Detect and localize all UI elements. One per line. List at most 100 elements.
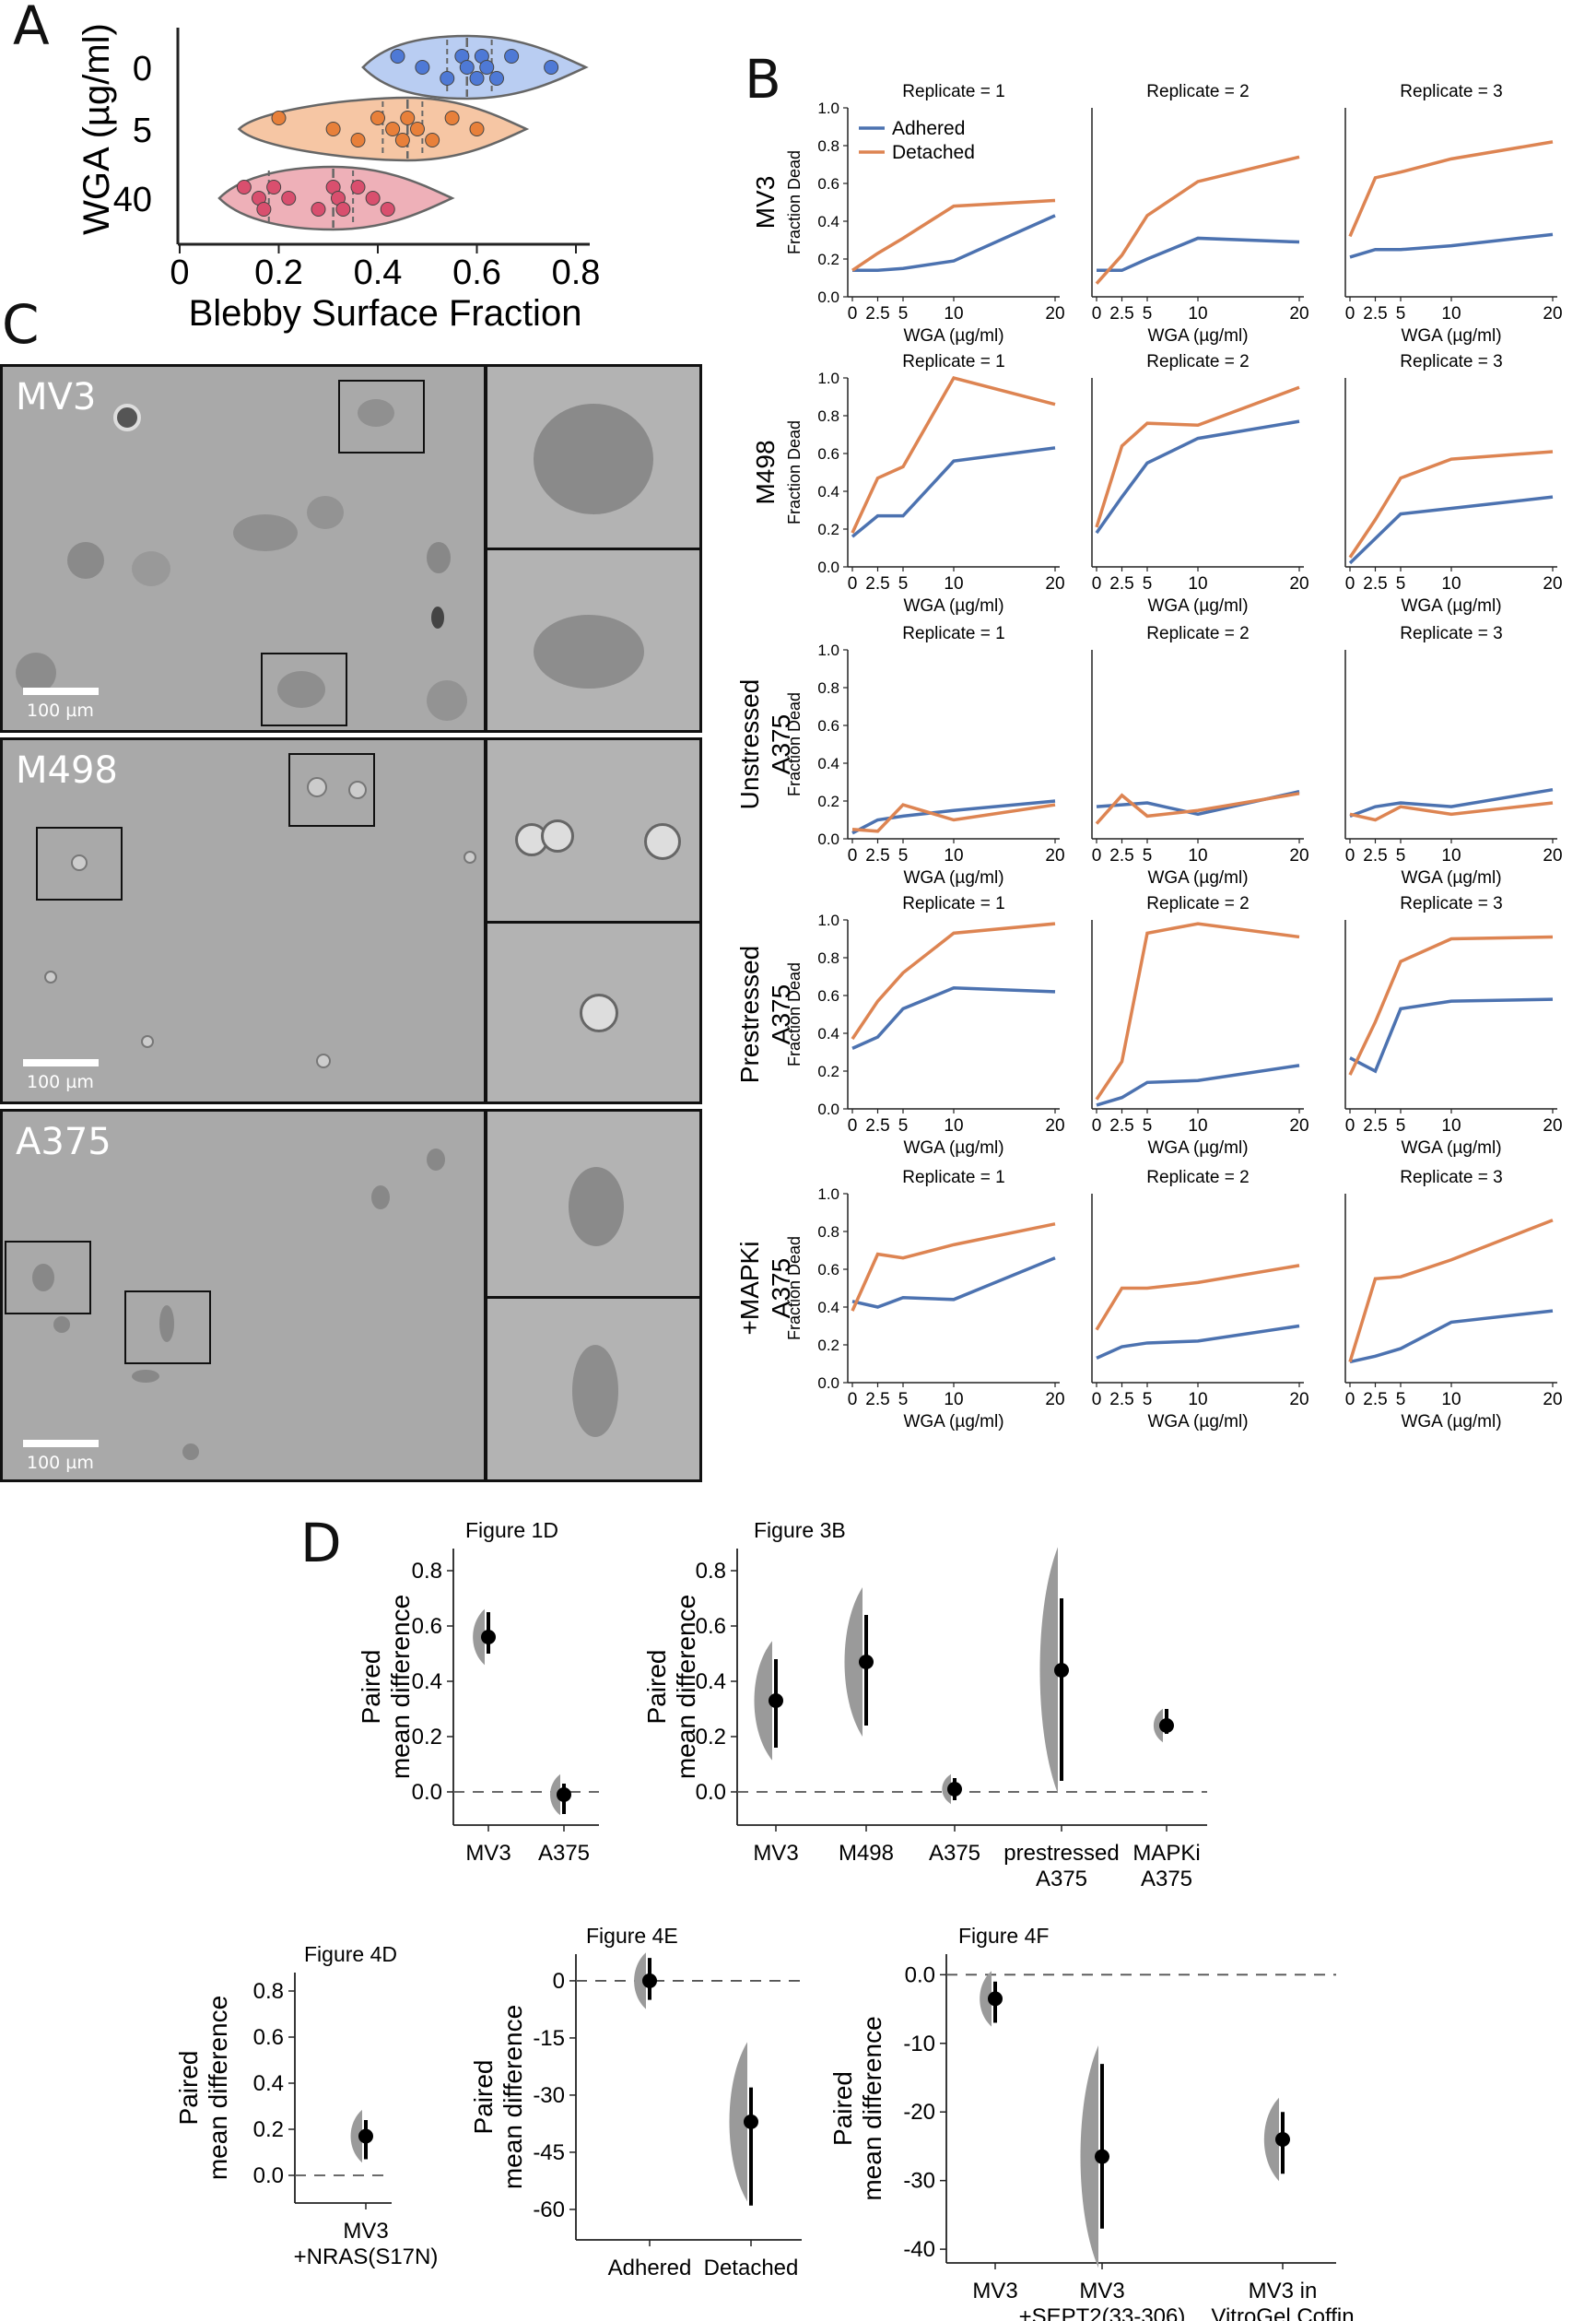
series-line-adhered — [1349, 997, 1554, 1074]
x-tick-label: 5 — [1396, 574, 1406, 594]
x-tick-label: 10 — [944, 304, 963, 324]
x-tick-label: 10 — [1188, 304, 1207, 324]
roi-box — [5, 1241, 91, 1314]
row-label: +MAPKi A375 — [735, 1242, 795, 1336]
y-tick-label: 0.0 — [905, 1962, 935, 1987]
x-tick-label: 0 — [848, 574, 858, 594]
x-tick-label: 2.5 — [1363, 846, 1387, 866]
bootstrap-distribution — [350, 2109, 362, 2163]
x-tick-label: 2.5 — [1363, 574, 1387, 594]
y-tick-label: 0.6 — [253, 2025, 284, 2050]
y-tick-label: 0.2 — [817, 251, 839, 268]
bootstrap-distribution — [634, 1952, 646, 2009]
panel-b-line-charts: MV3 Replicate = 1 0.0 0.2 0.4 0.6 0.8 1.0 Fracti… — [735, 82, 1563, 1431]
row-label-line: MV3 — [751, 176, 780, 230]
data-point — [380, 202, 395, 217]
data-point — [390, 49, 405, 64]
violin — [361, 34, 589, 100]
x-tick-label: 0 — [848, 846, 858, 866]
y-tick-label: 0.2 — [817, 521, 839, 538]
x-tick-label: 10 — [1188, 846, 1207, 866]
x-axis-label: WGA (µg/ml) — [1401, 596, 1501, 616]
x-tick-label: 5 — [1396, 1390, 1406, 1409]
mean-point — [642, 1973, 657, 1988]
y-tick-label: -20 — [903, 2100, 935, 2125]
x-tick-label: +SEPT2(33-306) — [1019, 2304, 1186, 2321]
x-tick-label: VitroGel Coffin — [1211, 2304, 1354, 2321]
micrograph-mv3: MV3 100 µm — [0, 364, 487, 733]
mean-point — [358, 2128, 373, 2144]
mean-point — [859, 1655, 874, 1669]
bootstrap-distribution — [729, 2042, 747, 2202]
x-tick-label: 0 — [848, 1390, 858, 1409]
x-tick-label: 10 — [1188, 1390, 1207, 1409]
y-tick-label: 0.2 — [817, 1063, 839, 1080]
subplot-title: Replicate = 1 — [902, 82, 1004, 101]
series-line-detached — [1349, 801, 1554, 822]
series-line-adhered — [851, 986, 1056, 1050]
x-tick-label: MV3 — [465, 1841, 510, 1866]
y-tick-label: 40 — [113, 181, 152, 219]
scale-bar — [23, 1059, 99, 1066]
bootstrap-distribution — [549, 1773, 560, 1816]
plot-title: Figure 1D — [465, 1518, 558, 1542]
y-axis-label: Fraction Dead — [785, 420, 804, 524]
y-tick-label: 0.0 — [817, 831, 839, 848]
data-point — [385, 122, 401, 136]
y-tick-label: 0.0 — [253, 2163, 284, 2188]
data-point — [370, 111, 385, 125]
y-tick-label: 0.8 — [817, 679, 839, 697]
bootstrap-distribution — [942, 1773, 951, 1805]
y-axis-label-line: Paired — [828, 2071, 857, 2146]
micrograph-label: M498 — [16, 749, 118, 792]
subplot-title: Replicate = 2 — [1146, 352, 1249, 371]
cell — [580, 994, 618, 1032]
x-tick-label: 0.6 — [452, 253, 501, 292]
data-point — [544, 60, 559, 75]
cell — [16, 653, 56, 693]
y-tick-label: 1.0 — [817, 100, 839, 117]
x-axis-label: WGA (µg/ml) — [903, 596, 1003, 616]
cell — [464, 851, 476, 864]
mean-point — [1054, 1663, 1069, 1678]
data-point — [394, 133, 410, 147]
series-line-adhered — [851, 1256, 1056, 1309]
x-axis-label: WGA (µg/ml) — [1147, 1412, 1248, 1431]
cell — [316, 1054, 331, 1068]
x-tick-label: 5 — [1396, 846, 1406, 866]
y-tick-label: 0.4 — [817, 755, 839, 772]
cell — [307, 496, 344, 529]
x-tick-label: 5 — [1396, 1116, 1406, 1136]
x-tick-label: 5 — [1396, 304, 1406, 324]
x-tick-label: 10 — [1188, 574, 1207, 594]
mean-point — [988, 1991, 1003, 2007]
subplot-title: Replicate = 3 — [1400, 1168, 1502, 1187]
x-tick-label: 20 — [1289, 574, 1308, 594]
x-tick-label: 20 — [1543, 304, 1562, 324]
x-tick-label: 10 — [1441, 1390, 1461, 1409]
x-tick-label: 2.5 — [865, 574, 889, 594]
plot-title: Figure 3B — [754, 1518, 846, 1542]
x-axis-label: WGA (µg/ml) — [903, 868, 1003, 888]
cell — [141, 1035, 154, 1048]
data-point — [504, 49, 520, 64]
x-tick-label: 20 — [1543, 574, 1562, 594]
x-tick-label: 5 — [1143, 846, 1153, 866]
y-axis-label: Paired mean difference — [469, 2005, 527, 2189]
data-point — [311, 202, 326, 217]
cell — [132, 1370, 159, 1383]
y-tick-label: 0.4 — [412, 1669, 442, 1694]
cell — [113, 404, 141, 431]
data-point — [410, 122, 425, 136]
x-tick-label: 10 — [1441, 574, 1461, 594]
series-line-detached — [1348, 450, 1554, 559]
series-line-adhered — [1096, 1324, 1300, 1360]
series-line-detached — [1348, 140, 1554, 238]
y-axis-label-line: Paired — [642, 1650, 671, 1725]
row-label: Prestressed A375 — [735, 946, 795, 1083]
y-tick-label: 0.8 — [696, 1559, 726, 1584]
data-point — [469, 71, 485, 86]
cell — [277, 671, 325, 708]
data-point — [489, 71, 504, 86]
